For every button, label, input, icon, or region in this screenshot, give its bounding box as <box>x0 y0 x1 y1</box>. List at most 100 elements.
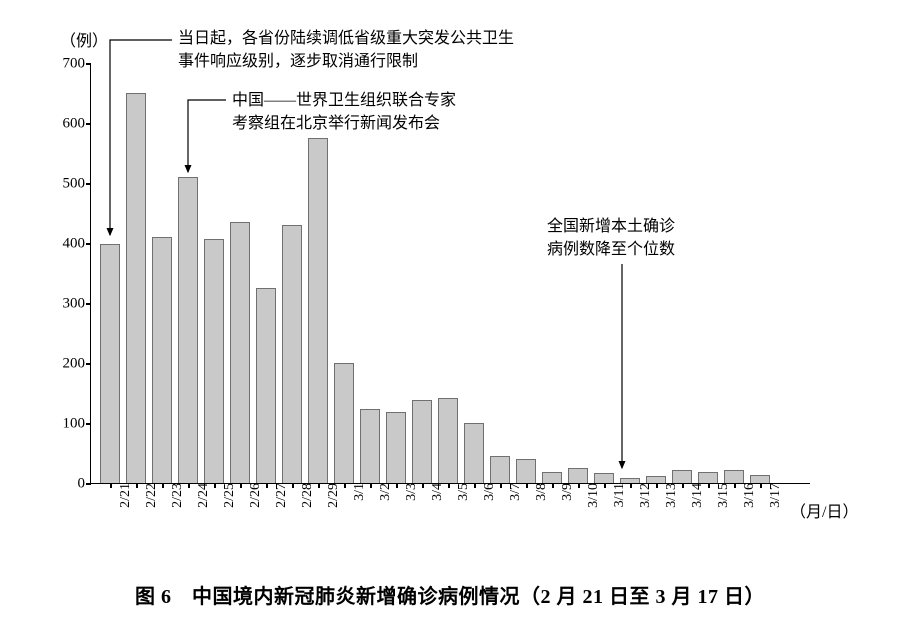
x-tick-label: 3/1 <box>346 483 368 501</box>
bar-slot: 3/15 <box>695 472 721 483</box>
bar-slot: 3/16 <box>721 470 747 483</box>
bar-slot: 3/13 <box>643 476 669 483</box>
annotation-2-line2: 考察组在北京举行新闻发布会 <box>232 115 440 132</box>
x-tick-label: 2/25 <box>216 483 238 508</box>
bar <box>516 459 536 483</box>
bar-slot: 3/5 <box>435 398 461 483</box>
y-tick-mark <box>86 243 91 245</box>
bar-slot: 2/25 <box>201 239 227 483</box>
bar-slot: 3/8 <box>513 459 539 483</box>
bar <box>438 398 458 483</box>
y-tick-label: 200 <box>41 356 85 373</box>
annotation-1-line2: 事件响应级别，逐步取消通行限制 <box>178 53 418 70</box>
x-tick-label: 3/16 <box>736 483 758 508</box>
bar-slot: 3/6 <box>461 423 487 483</box>
bar-slot: 3/12 <box>617 478 643 483</box>
bar <box>464 423 484 483</box>
bar <box>100 244 120 483</box>
x-tick-label: 3/15 <box>710 483 732 508</box>
bar-slot: 2/27 <box>253 288 279 483</box>
bar <box>490 456 510 483</box>
y-tick-label: 0 <box>41 476 85 493</box>
x-tick-label: 2/28 <box>294 483 316 508</box>
x-tick-label: 3/4 <box>424 483 446 501</box>
x-tick-label: 2/23 <box>164 483 186 508</box>
y-tick-mark <box>86 423 91 425</box>
bar-slot: 3/2 <box>357 409 383 483</box>
bar-slot: 2/29 <box>305 138 331 483</box>
bar-slot: 3/10 <box>565 468 591 483</box>
bar <box>412 400 432 483</box>
y-tick-label: 600 <box>41 116 85 133</box>
figure-caption: 图 6 中国境内新冠肺炎新增确诊病例情况（2 月 21 日至 3 月 17 日） <box>0 580 900 609</box>
x-axis-label: （月/日） <box>790 498 858 522</box>
bar-slot: 2/24 <box>175 177 201 483</box>
x-tick-label: 3/10 <box>580 483 602 508</box>
y-tick-mark <box>86 483 91 485</box>
y-tick-label: 300 <box>41 296 85 313</box>
bar-slot: 3/14 <box>669 470 695 483</box>
bar <box>594 473 614 483</box>
bar <box>542 472 562 483</box>
x-tick-label: 3/6 <box>476 483 498 501</box>
bar <box>126 93 146 483</box>
bar-slot: 3/1 <box>331 363 357 483</box>
bar <box>178 177 198 483</box>
annotation-1-line1: 当日起，各省份陆续调低省级重大突发公共卫生 <box>178 30 514 47</box>
bar-slot: 3/4 <box>409 400 435 483</box>
y-tick-mark <box>86 363 91 365</box>
x-tick-label: 2/22 <box>138 483 160 508</box>
bar <box>360 409 380 483</box>
bar <box>308 138 328 483</box>
bar <box>698 472 718 483</box>
bar <box>230 222 250 483</box>
y-tick-label: 700 <box>41 56 85 73</box>
y-tick-mark <box>86 63 91 65</box>
x-tick-label: 2/27 <box>268 483 290 508</box>
bar-slot: 2/21 <box>97 244 123 483</box>
bar <box>386 412 406 483</box>
annotation-2: 中国——世界卫生组织联合专家 考察组在北京举行新闻发布会 <box>232 89 456 135</box>
bar-slot: 2/28 <box>279 225 305 483</box>
annotation-1: 当日起，各省份陆续调低省级重大突发公共卫生 事件响应级别，逐步取消通行限制 <box>178 27 514 73</box>
x-tick-label: 3/13 <box>658 483 680 508</box>
bar-slot: 3/17 <box>747 475 773 483</box>
y-tick-label: 400 <box>41 236 85 253</box>
bar <box>750 475 770 483</box>
x-tick-label: 2/24 <box>190 483 212 508</box>
x-tick-label: 3/9 <box>554 483 576 501</box>
bar-slot: 2/23 <box>149 237 175 483</box>
y-tick-label: 500 <box>41 176 85 193</box>
x-tick-label: 3/12 <box>632 483 654 508</box>
bar <box>334 363 354 483</box>
x-tick-label: 3/14 <box>684 483 706 508</box>
bar <box>152 237 172 483</box>
x-tick-label: 3/8 <box>528 483 550 501</box>
y-tick-mark <box>86 303 91 305</box>
annotation-3: 全国新增本土确诊 病例数降至个位数 <box>547 215 675 261</box>
x-tick-label: 3/3 <box>398 483 420 501</box>
bar <box>204 239 224 483</box>
bar <box>568 468 588 483</box>
annotation-3-line2: 病例数降至个位数 <box>547 241 675 258</box>
x-tick-label: 3/7 <box>502 483 524 501</box>
y-tick-label: 100 <box>41 416 85 433</box>
bar <box>672 470 692 483</box>
y-tick-mark <box>86 183 91 185</box>
x-tick-label: 3/11 <box>606 483 628 507</box>
bar <box>282 225 302 483</box>
x-tick-label: 3/2 <box>372 483 394 501</box>
bar-slot: 3/3 <box>383 412 409 483</box>
bar <box>724 470 744 483</box>
bar-slot: 3/11 <box>591 473 617 483</box>
x-tick-label: 3/5 <box>450 483 472 501</box>
bar-slot: 2/22 <box>123 93 149 483</box>
y-tick-mark <box>86 123 91 125</box>
x-tick-label: 3/17 <box>762 483 784 508</box>
bar-slot: 2/26 <box>227 222 253 483</box>
bar <box>646 476 666 483</box>
bar <box>256 288 276 483</box>
annotation-3-line1: 全国新增本土确诊 <box>547 218 675 235</box>
annotation-2-line1: 中国——世界卫生组织联合专家 <box>232 92 456 109</box>
x-tick-label: 2/26 <box>242 483 264 508</box>
